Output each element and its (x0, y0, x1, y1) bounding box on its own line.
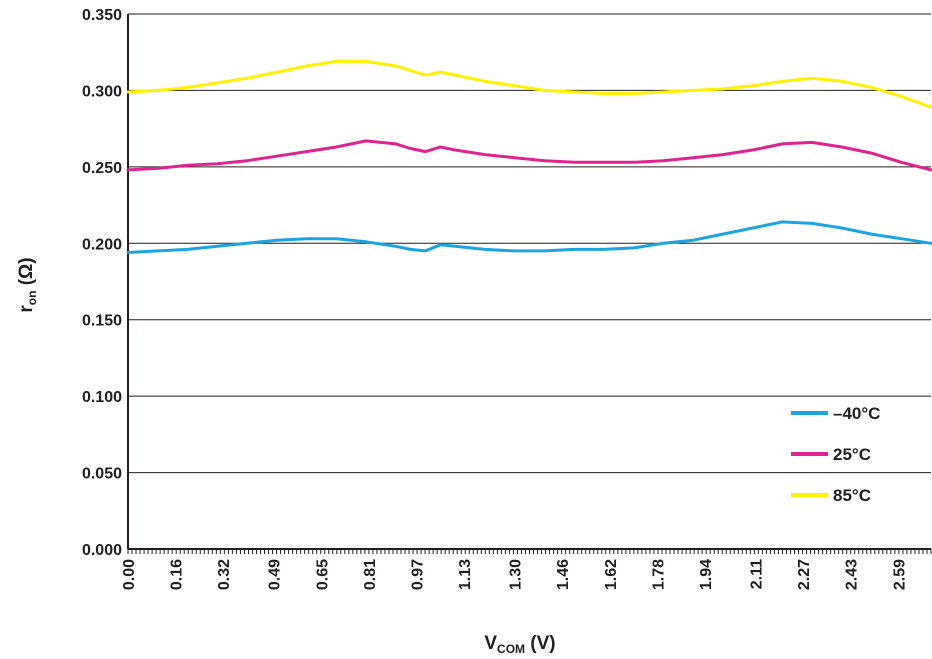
x-tick-label: 0.65 (314, 559, 331, 590)
x-tick-label: 1.62 (603, 559, 620, 590)
y-tick-label: 0.100 (82, 389, 122, 406)
axes (127, 14, 931, 550)
x-axis-title-sub: COM (497, 642, 525, 656)
y-axis-title-unit: (Ω) (16, 257, 37, 290)
series-line (126, 220, 932, 254)
x-axis-title-unit: (V) (525, 633, 556, 654)
x-axis-title-main: V (484, 633, 497, 654)
y-tick-label: 0.300 (82, 83, 122, 100)
y-axis-title-main: r (16, 305, 37, 313)
x-tick-label: 2.59 (891, 559, 908, 590)
y-tick-label: 0.000 (82, 542, 122, 559)
x-tick-label: 0.16 (169, 559, 186, 590)
x-tick-label: 1.30 (508, 559, 525, 590)
x-tick-label: 0.00 (121, 559, 138, 590)
y-tick-label: 0.200 (82, 236, 122, 253)
x-tick-label: 2.27 (796, 559, 813, 590)
x-tick-label: 0.32 (216, 559, 233, 590)
y-tick-label: 0.150 (82, 313, 122, 330)
legend-label: 25°C (833, 445, 871, 464)
y-tick-labels: 0.000 0.050 0.100 0.150 0.200 0.250 0.300 0.350 (82, 7, 122, 559)
x-tick-labels: 0.00 0.16 0.32 0.49 0.65 0.81 0.97 1.13 1.30 1.46… (121, 559, 908, 590)
x-tick-label: 1.94 (698, 559, 715, 590)
y-axis-title: ron (Ω) (16, 257, 39, 312)
series-lines (126, 59, 932, 254)
series-line (126, 139, 932, 172)
legend: –40°C 25°C 85°C (791, 404, 880, 505)
y-axis-title-sub: on (25, 291, 39, 306)
y-tick-label: 0.250 (82, 160, 122, 177)
x-tick-label: 2.11 (749, 559, 766, 589)
x-tick-label: 1.13 (457, 559, 474, 590)
x-tick-label: 2.43 (844, 559, 861, 590)
y-tick-label: 0.350 (82, 7, 122, 24)
legend-label: 85°C (833, 486, 871, 505)
x-tick-label: 0.49 (267, 559, 284, 590)
x-tick-label: 0.81 (362, 559, 379, 590)
x-axis-title: VCOM (V) (484, 633, 555, 656)
grid-lines (128, 13, 931, 474)
x-tick-label: 1.46 (555, 559, 572, 590)
y-tick-label: 0.050 (82, 466, 122, 483)
legend-label: –40°C (833, 404, 880, 423)
x-tick-label: 1.78 (650, 559, 667, 590)
x-tick-label: 0.97 (409, 559, 426, 590)
series-line (126, 59, 932, 109)
